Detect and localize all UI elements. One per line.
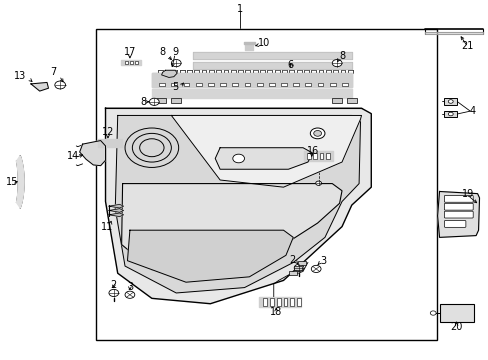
Bar bbox=[294, 266, 302, 270]
Bar bbox=[232, 83, 238, 86]
Circle shape bbox=[315, 181, 321, 185]
Bar bbox=[290, 298, 294, 306]
Bar bbox=[293, 83, 299, 86]
Polygon shape bbox=[105, 108, 370, 304]
Text: 11: 11 bbox=[101, 222, 113, 231]
Polygon shape bbox=[171, 116, 361, 187]
Circle shape bbox=[55, 81, 65, 89]
Bar bbox=[130, 60, 133, 64]
Circle shape bbox=[310, 128, 325, 139]
Polygon shape bbox=[127, 230, 293, 282]
Circle shape bbox=[232, 154, 244, 163]
Text: 14: 14 bbox=[66, 151, 79, 161]
Circle shape bbox=[171, 59, 181, 67]
Text: 7: 7 bbox=[50, 67, 57, 77]
Polygon shape bbox=[17, 156, 24, 208]
Text: 16: 16 bbox=[306, 145, 318, 156]
Circle shape bbox=[429, 311, 435, 315]
Circle shape bbox=[447, 100, 452, 103]
FancyBboxPatch shape bbox=[444, 203, 472, 210]
Bar bbox=[171, 83, 177, 86]
Circle shape bbox=[294, 264, 304, 271]
Bar bbox=[159, 83, 164, 86]
Text: 2: 2 bbox=[288, 255, 295, 265]
Bar bbox=[298, 261, 305, 265]
Bar bbox=[346, 98, 356, 103]
Text: 17: 17 bbox=[123, 46, 136, 57]
Polygon shape bbox=[122, 184, 341, 270]
Bar bbox=[341, 83, 347, 86]
Polygon shape bbox=[437, 192, 479, 237]
Bar bbox=[256, 83, 262, 86]
Circle shape bbox=[311, 265, 321, 273]
Bar bbox=[195, 83, 201, 86]
Circle shape bbox=[313, 131, 321, 136]
Bar bbox=[157, 98, 166, 103]
Bar bbox=[96, 30, 436, 339]
Text: 13: 13 bbox=[14, 71, 26, 81]
Text: 2: 2 bbox=[110, 280, 117, 290]
Text: 21: 21 bbox=[461, 41, 473, 50]
Text: 8: 8 bbox=[140, 97, 146, 107]
Text: 8: 8 bbox=[338, 51, 345, 61]
Bar bbox=[171, 98, 181, 103]
Bar bbox=[125, 60, 128, 64]
Bar bbox=[444, 111, 456, 117]
Bar bbox=[297, 298, 301, 306]
Bar bbox=[313, 153, 317, 159]
Bar bbox=[289, 271, 297, 275]
Bar bbox=[268, 83, 274, 86]
Polygon shape bbox=[109, 204, 123, 208]
FancyBboxPatch shape bbox=[444, 211, 472, 218]
Text: 1: 1 bbox=[236, 4, 242, 14]
Circle shape bbox=[447, 112, 452, 116]
Bar bbox=[305, 83, 311, 86]
Polygon shape bbox=[215, 148, 312, 169]
Text: 12: 12 bbox=[102, 127, 114, 137]
FancyBboxPatch shape bbox=[439, 305, 473, 321]
Text: 20: 20 bbox=[449, 322, 462, 332]
Polygon shape bbox=[109, 209, 123, 212]
Text: 19: 19 bbox=[461, 189, 473, 199]
Text: 6: 6 bbox=[287, 59, 293, 69]
Polygon shape bbox=[109, 213, 123, 217]
Bar bbox=[263, 298, 266, 306]
Bar bbox=[244, 83, 250, 86]
Bar bbox=[207, 83, 213, 86]
Bar bbox=[331, 98, 341, 103]
Text: 10: 10 bbox=[257, 38, 269, 48]
Text: 3: 3 bbox=[320, 256, 326, 266]
Polygon shape bbox=[161, 70, 177, 77]
FancyBboxPatch shape bbox=[444, 221, 465, 227]
Text: 3: 3 bbox=[126, 282, 133, 292]
Bar bbox=[183, 83, 189, 86]
Circle shape bbox=[331, 59, 341, 67]
FancyBboxPatch shape bbox=[444, 195, 472, 202]
Bar bbox=[319, 153, 323, 159]
Bar bbox=[276, 298, 280, 306]
Bar bbox=[283, 298, 287, 306]
Bar bbox=[325, 153, 329, 159]
Polygon shape bbox=[115, 116, 360, 293]
Bar bbox=[317, 83, 323, 86]
Text: 9: 9 bbox=[172, 46, 178, 57]
Text: 4: 4 bbox=[468, 106, 475, 116]
Text: 15: 15 bbox=[5, 177, 18, 187]
Bar bbox=[306, 153, 310, 159]
Bar bbox=[135, 60, 138, 64]
Circle shape bbox=[149, 98, 159, 105]
Polygon shape bbox=[31, 82, 48, 91]
Text: 5: 5 bbox=[172, 82, 178, 92]
Bar bbox=[444, 98, 456, 105]
Bar bbox=[329, 83, 335, 86]
Text: 8: 8 bbox=[159, 47, 165, 57]
Bar bbox=[281, 83, 286, 86]
Polygon shape bbox=[80, 140, 105, 166]
Circle shape bbox=[125, 291, 135, 298]
Circle shape bbox=[109, 289, 119, 297]
Bar bbox=[269, 298, 273, 306]
Bar bbox=[220, 83, 225, 86]
Text: 18: 18 bbox=[269, 307, 282, 316]
